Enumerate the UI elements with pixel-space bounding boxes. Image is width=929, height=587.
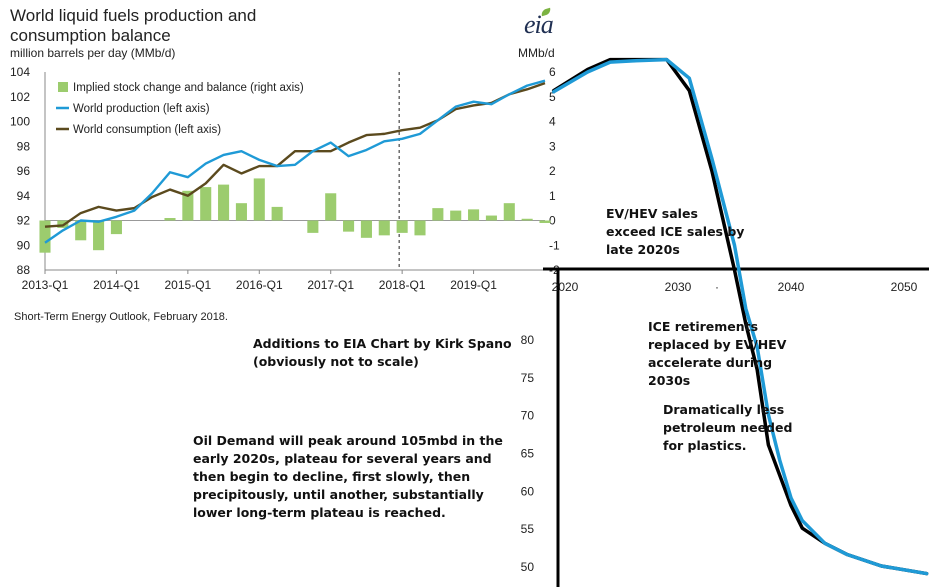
left-tick-label: 88	[17, 263, 31, 277]
right-tick-label: -1	[549, 238, 560, 252]
chart-title: World liquid fuels production and consum…	[10, 6, 257, 45]
left-tick-label: 96	[17, 164, 31, 178]
overlay-y-tick-label: 60	[521, 484, 535, 498]
stock-change-bar	[271, 206, 283, 221]
stock-change-bar	[307, 220, 319, 233]
legend-label: Implied stock change and balance (right …	[73, 82, 304, 94]
left-tick-label: 90	[17, 238, 31, 252]
overlay-y-tick-label: 70	[521, 409, 535, 423]
stock-change-bar	[253, 178, 265, 221]
stock-change-bar	[450, 210, 462, 221]
left-axis-unit: million barrels per day (MMb/d)	[10, 46, 176, 60]
stock-change-bar	[93, 220, 105, 251]
right-tick-label: 0	[549, 214, 556, 228]
eia-logo: eia	[524, 10, 554, 39]
stock-change-bar	[539, 220, 551, 223]
demand-curve-black	[551, 57, 929, 576]
left-tick-label: 94	[17, 189, 31, 203]
x-tick-label: 2014-Q1	[93, 278, 140, 292]
left-tick-label: 102	[10, 90, 30, 104]
legend-swatch-stock	[58, 82, 68, 92]
stock-change-bar	[503, 203, 515, 221]
x-tick-label: 2017-Q1	[307, 278, 354, 292]
stock-change-bar	[343, 220, 355, 232]
legend: Implied stock change and balance (right …	[56, 82, 304, 136]
stock-change-bar	[182, 190, 194, 221]
x-tick-label: 2018-Q1	[379, 278, 426, 292]
main-annotation: Oil Demand will peak around 105mbd in th…	[193, 433, 503, 520]
stock-change-bar	[414, 220, 426, 236]
stock-change-bar	[164, 218, 176, 221]
overlay-x-mid-mark: ·	[715, 280, 719, 294]
overlay-x-tick-label: 2030	[665, 280, 692, 294]
author-annotation: Additions to EIA Chart by Kirk Spano (ob…	[253, 336, 512, 369]
left-tick-label: 104	[10, 65, 30, 79]
source-note: Short-Term Energy Outlook, February 2018…	[14, 311, 228, 323]
world-consumption-line	[44, 82, 546, 228]
right-tick-label: 6	[549, 65, 556, 79]
legend-label: World production (left axis)	[73, 103, 210, 115]
stock-change-bar	[432, 208, 444, 221]
plastics-annotation: Dramatically less petroleum needed for p…	[663, 402, 793, 453]
stock-change-bar	[396, 220, 408, 233]
legend-label: World consumption (left axis)	[73, 124, 221, 136]
overlay-y-tick-label: 65	[521, 447, 535, 461]
stock-change-bar	[468, 209, 480, 221]
x-tick-label: 2013-Q1	[22, 278, 69, 292]
ev-sales-annotation: EV/HEV sales exceed ICE sales by late 20…	[606, 206, 745, 257]
overlay-x-tick-label: 2040	[778, 280, 805, 294]
stock-change-bar	[521, 218, 533, 221]
left-tick-label: 98	[17, 139, 31, 153]
overlay-y-tick-label: 55	[521, 522, 535, 536]
stock-change-bar	[360, 220, 372, 238]
overlay-y-tick-label: 75	[521, 371, 535, 385]
right-tick-label: 4	[549, 115, 556, 129]
left-tick-label: 100	[10, 115, 30, 129]
stock-change-bar	[39, 220, 51, 253]
stock-change-bar	[485, 215, 497, 221]
right-tick-label: 1	[549, 189, 556, 203]
stock-change-bar	[235, 203, 247, 221]
overlay-x-tick-label: 2020	[552, 280, 579, 294]
stock-change-bar	[218, 184, 230, 221]
right-tick-label: 5	[549, 90, 556, 104]
stock-change-bar	[378, 220, 390, 236]
overlay-y-tick-label: 80	[521, 333, 535, 347]
demand-curve-blue	[551, 57, 929, 576]
stock-change-bar	[200, 187, 212, 221]
stock-change-bar	[75, 220, 87, 241]
stock-change-bar	[325, 193, 337, 221]
x-tick-label: 2016-Q1	[236, 278, 283, 292]
x-tick-label: 2019-Q1	[450, 278, 497, 292]
world-production-line	[44, 79, 546, 244]
ice-retire-annotation: ICE retirements replaced by EV/HEV accel…	[648, 319, 787, 388]
left-tick-label: 92	[17, 214, 31, 228]
right-tick-label: 3	[549, 139, 556, 153]
right-axis-unit: MMb/d	[518, 46, 555, 60]
overlay-x-tick-label: 2050	[891, 280, 918, 294]
eia-chart-plot: 889092949698100102104-2-101234562013-Q12…	[10, 65, 560, 292]
right-tick-label: 2	[549, 164, 556, 178]
overlay-y-tick-label: 50	[521, 560, 535, 574]
x-tick-label: 2015-Q1	[165, 278, 212, 292]
stock-change-bar	[110, 220, 122, 235]
